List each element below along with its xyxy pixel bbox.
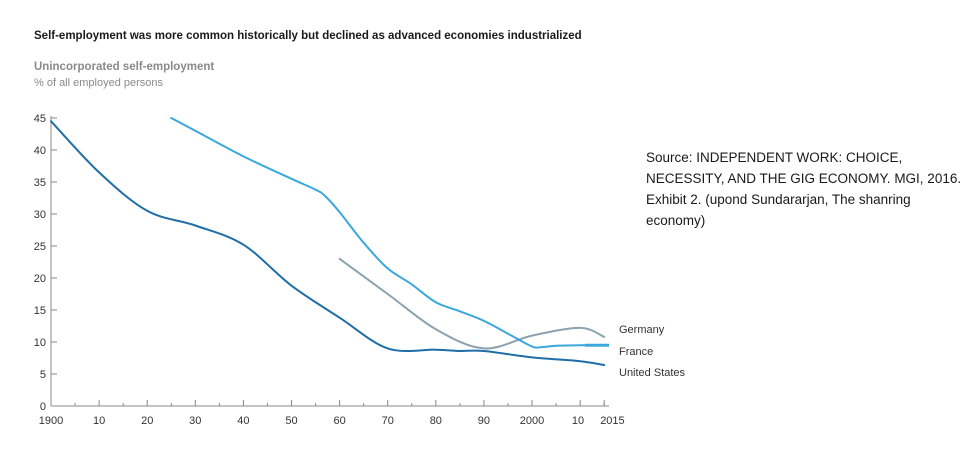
y-tick-label: 25 [34,241,46,253]
legend-label-germany: Germany [619,324,665,336]
y-tick-label: 0 [40,401,46,413]
x-tick-label: 1900 [39,415,63,427]
x-tick-label: 2015 [600,415,624,427]
x-tick-label: 60 [333,415,345,427]
x-tick-label: 40 [237,415,249,427]
x-tick-label: 30 [189,415,201,427]
x-tick-label: 10 [93,415,105,427]
legend-label-united-states: United States [619,367,686,379]
x-tick-label: 70 [382,415,394,427]
source-note: Source: INDEPENDENT WORK: CHOICE, NECESS… [646,150,962,228]
series-line-united-states [50,120,606,366]
x-tick-label: 50 [285,415,297,427]
chart-legend: Germany France United States [619,324,686,379]
y-tick-label: 30 [34,209,46,221]
y-tick-label: 40 [34,145,46,157]
x-tick-label: 20 [141,415,153,427]
chart-title: Self-employment was more common historic… [34,30,582,42]
x-tick-label: 10 [572,415,584,427]
series-line-germany [338,257,606,350]
chart-series [50,117,609,366]
chart-axes: 0 5 10 15 20 25 30 35 40 45 1900 10 20 30 40 50 60 70 80 90… [34,113,625,427]
y-tick-label: 20 [34,273,46,285]
series-line-france [170,117,606,349]
y-tick-label: 10 [34,337,46,349]
y-axis-unit-label: % of all employed persons [34,77,164,89]
y-tick-label: 35 [34,177,46,189]
chart-subtitle: Unincorporated self-employment [34,61,215,73]
y-tick-label: 45 [34,113,46,125]
y-tick-label: 5 [40,369,46,381]
x-tick-label: 90 [478,415,490,427]
y-tick-label: 15 [34,305,46,317]
x-tick-label: 80 [430,415,442,427]
legend-label-france: France [619,346,653,358]
x-tick-label: 2000 [520,415,544,427]
